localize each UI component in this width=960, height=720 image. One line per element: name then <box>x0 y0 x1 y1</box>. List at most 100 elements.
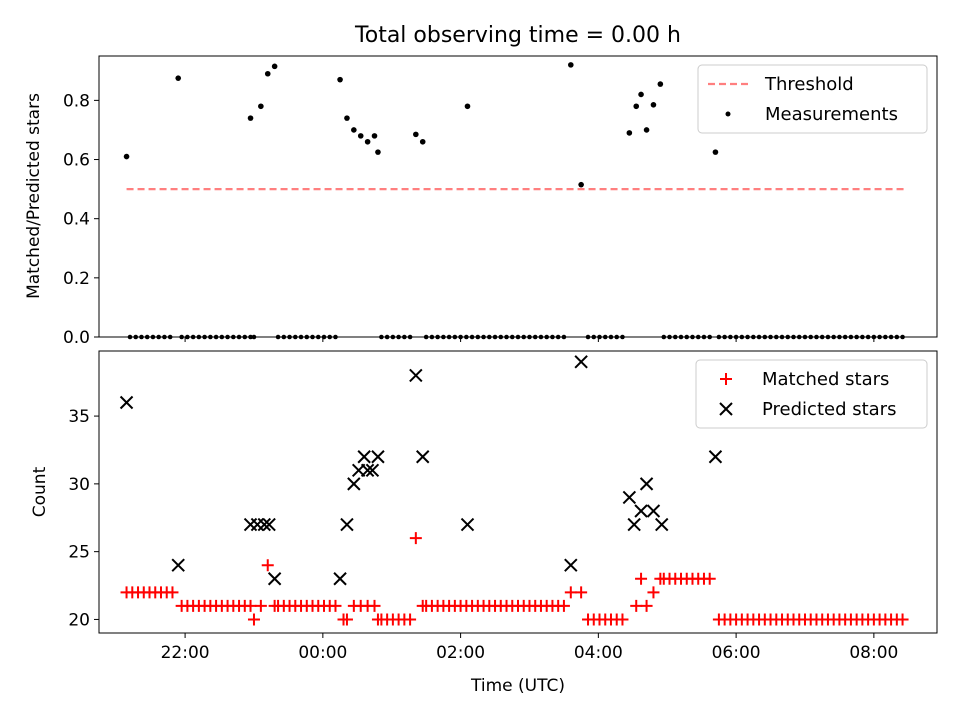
predicted-point <box>347 477 361 491</box>
measurement-point <box>271 63 278 70</box>
matched-legend-marker <box>720 373 732 385</box>
predicted-point <box>460 517 475 532</box>
matched-point <box>244 599 257 612</box>
measurement-point <box>633 103 640 110</box>
predicted-point <box>416 450 430 464</box>
measurement-point <box>650 102 657 108</box>
matched-point <box>268 599 281 612</box>
measurement-point <box>247 115 254 121</box>
ratio-plot-area <box>123 62 905 340</box>
predicted-point <box>119 395 134 410</box>
measurement-point <box>657 81 664 87</box>
count-x-axis-label: Time (UTC) <box>470 676 565 696</box>
predicted-point <box>564 558 578 572</box>
count-y-tick-label: 30 <box>68 475 90 495</box>
predicted-point <box>627 517 641 532</box>
matched-point <box>166 586 179 599</box>
count-x-tick-label: 02:00 <box>436 643 485 663</box>
matched-point <box>404 613 417 626</box>
matched-point <box>371 613 384 626</box>
measurement-point <box>351 127 357 133</box>
predicted-point <box>622 490 637 505</box>
measurement-point <box>258 103 264 110</box>
matched-point <box>630 599 643 612</box>
matched-point <box>654 572 667 585</box>
count-x-tick-label: 00:00 <box>298 643 347 663</box>
predicted-legend-marker <box>719 402 733 416</box>
predicted-point <box>646 504 661 518</box>
predicted-point <box>257 517 272 532</box>
matched-point <box>564 586 577 599</box>
predicted-point <box>639 477 654 491</box>
measurement-point <box>375 149 381 155</box>
count-y-ticks: 20 25 30 35 <box>68 407 99 630</box>
matched-point <box>616 613 629 626</box>
ratio-y-tick-label: 0.4 <box>63 210 90 230</box>
matched-legend-label: Matched stars <box>762 369 889 390</box>
count-axes-frame <box>98 350 938 634</box>
measurement-point <box>413 131 419 138</box>
count-y-tick-label: 35 <box>68 407 90 427</box>
measurement-point <box>123 153 130 160</box>
ratio-axes-frame <box>98 55 938 338</box>
predicted-point <box>634 504 648 518</box>
measurement-point <box>626 130 633 136</box>
predicted-legend-label: Predicted stars <box>762 399 896 420</box>
predicted-point <box>708 450 723 464</box>
predicted-point <box>360 463 375 478</box>
count-y-tick-label: 20 <box>68 610 90 630</box>
measurement-point <box>357 133 364 139</box>
matched-point <box>261 559 274 572</box>
count-plot-area <box>119 355 909 626</box>
ratio-y-axis-label: Matched/Predicted stars <box>24 93 44 299</box>
predicted-point <box>371 450 385 464</box>
threshold-legend-label: Threshold <box>764 74 854 95</box>
ratio-y-tick-label: 0.8 <box>63 91 90 111</box>
predicted-point <box>655 517 669 532</box>
matched-point <box>640 599 653 612</box>
ratio-y-tick-label: 0.2 <box>63 269 90 289</box>
predicted-point <box>171 558 185 572</box>
ratio-y-tick-label: 0.0 <box>63 328 90 348</box>
measurement-point <box>175 75 182 81</box>
ratio-y-ticks: 0.0 0.2 0.4 0.6 0.8 <box>63 91 99 348</box>
predicted-point <box>267 572 282 586</box>
ratio-panel: 0.00.20.40.60.8 Matched/Predicted stars … <box>24 55 938 348</box>
matched-point <box>896 613 909 626</box>
predicted-point <box>250 517 265 532</box>
matched-point <box>557 599 570 612</box>
measurement-point <box>638 91 644 98</box>
matched-point <box>647 586 660 599</box>
measurement-point <box>643 127 650 133</box>
predicted-point <box>574 355 588 369</box>
matched-point <box>416 599 429 612</box>
matched-point <box>329 599 342 612</box>
predicted-point <box>365 463 380 478</box>
measurements-legend-marker <box>725 111 731 117</box>
measurements-legend-label: Measurements <box>765 104 898 125</box>
count-y-tick-label: 25 <box>68 543 90 563</box>
matched-point <box>254 599 267 612</box>
measurement-point <box>337 76 343 83</box>
matched-point <box>575 586 588 599</box>
matched-point <box>340 613 353 626</box>
predicted-point <box>357 450 371 464</box>
matched-point <box>703 572 716 585</box>
ratio-x-ticks <box>184 337 875 342</box>
matched-point <box>409 532 422 545</box>
measurement-point <box>364 138 371 145</box>
count-x-tick-label: 06:00 <box>712 643 761 663</box>
matched-point <box>368 599 381 612</box>
count-y-axis-label: Count <box>30 466 50 517</box>
predicted-point <box>262 517 276 532</box>
matched-point <box>635 572 648 585</box>
measurement-point <box>371 133 378 139</box>
measurement-point <box>464 103 471 110</box>
ratio-legend-box <box>697 64 928 134</box>
predicted-point <box>333 572 347 586</box>
ratio-y-tick-label: 0.6 <box>63 151 90 171</box>
count-legend: Matched stars Predicted stars <box>695 359 928 429</box>
matched-point <box>247 613 260 626</box>
measurement-point <box>712 149 719 155</box>
predicted-point <box>409 368 423 383</box>
